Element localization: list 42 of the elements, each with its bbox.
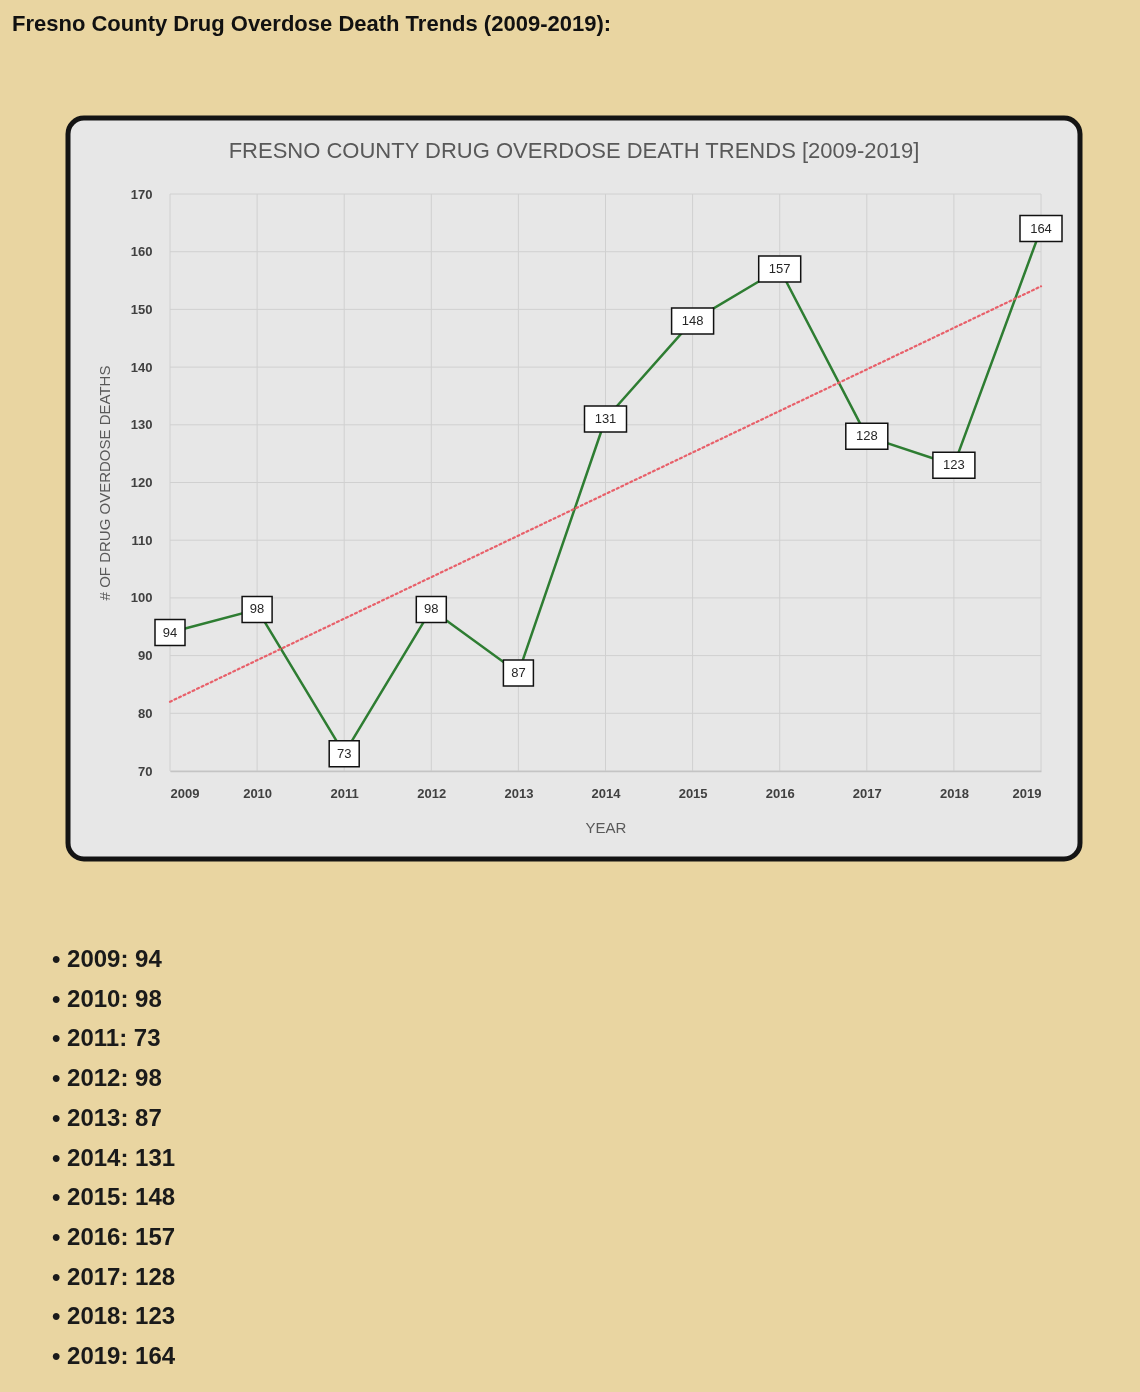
x-tick-label: 2018 [939, 785, 969, 801]
text: • 2012: 98 [52, 1064, 162, 1092]
x-tick-label: 2012 [417, 785, 447, 801]
y-tick-label: 90 [138, 648, 153, 664]
data-label: 87 [511, 664, 526, 680]
y-tick-label: 70 [138, 763, 153, 779]
x-tick-label: 2017 [852, 785, 882, 801]
y-tick-label: 150 [130, 301, 153, 317]
data-label: 94 [162, 624, 178, 640]
x-tick-label: 2009 [170, 785, 200, 801]
x-tick-label: 2013 [504, 785, 534, 801]
data-label: 98 [249, 601, 265, 617]
x-tick-label: 2016 [765, 785, 795, 801]
y-tick-label: 160 [130, 244, 153, 260]
text: • 2016: 157 [52, 1222, 176, 1250]
y-tick-label: 130 [130, 417, 153, 433]
y-tick-label: 120 [130, 475, 153, 490]
x-tick-label: 2010 [243, 785, 273, 801]
x-tick-label: 2014 [591, 785, 622, 801]
x-axis-title: YEAR [585, 818, 627, 836]
chart-title: Fresno County Drug Overdose Death Trends (2009-2019): [12, 11, 612, 36]
y-tick-label: 100 [130, 590, 153, 606]
text: • 2014: 131 [52, 1143, 176, 1171]
text: • 2015: 148 [52, 1183, 176, 1211]
text: • 2018: 123 [52, 1302, 176, 1330]
y-tick-label: 170 [130, 186, 153, 202]
y-tick-label: 110 [131, 532, 153, 548]
x-tick-label: 2015 [678, 785, 708, 801]
text: • 2009: 94 [52, 945, 163, 972]
y-tick-label: 80 [138, 705, 153, 721]
text: • 2017: 128 [52, 1262, 176, 1290]
text: • 2011: 73 [52, 1024, 161, 1052]
data-label: 98 [424, 601, 439, 617]
text: • 2013: 87 [52, 1103, 162, 1131]
y-axis-title: # OF DRUG OVERDOSE DEATHS [95, 365, 113, 601]
x-tick-label: 2011 [330, 785, 359, 801]
x-tick-label: 2019 [1012, 785, 1042, 801]
y-tick-label: 140 [130, 359, 153, 375]
text: • 2019: 164 [52, 1342, 176, 1369]
text: • 2010: 98 [52, 984, 162, 1012]
chart-subtitle: FRESNO COUNTY DRUG OVERDOSE DEATH TRENDS [2009-2019] [228, 138, 920, 163]
data-label: 73 [336, 745, 352, 761]
